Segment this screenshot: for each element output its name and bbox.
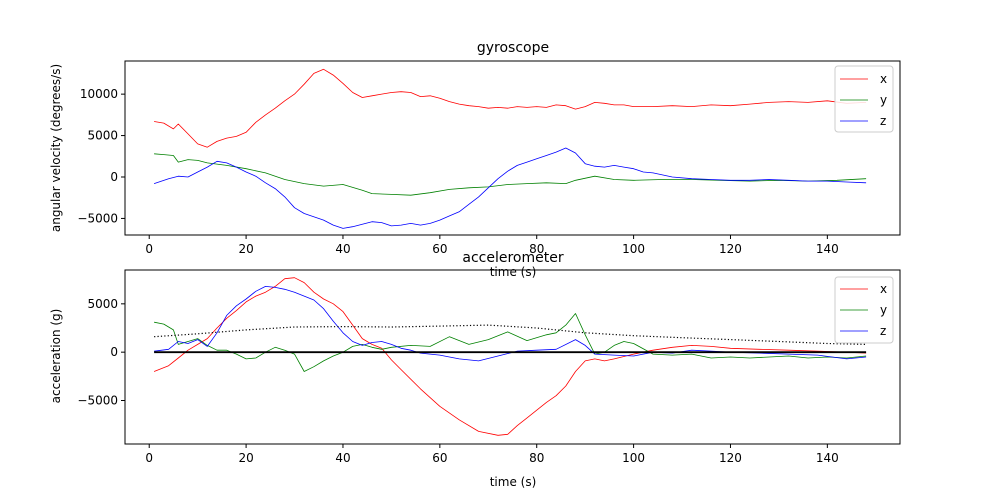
accelerometer-y-axis-label: acceleration (g) xyxy=(49,309,63,404)
gyroscope-plot: gyroscope angular velocity (degrees/s) t… xyxy=(49,40,901,279)
gyroscope-x-tick-label: 40 xyxy=(335,242,350,256)
gyroscope-y-tick-label: 5000 xyxy=(87,129,118,143)
gyroscope-title: gyroscope xyxy=(477,40,549,56)
accelerometer-legend: x y z xyxy=(834,276,894,344)
gyroscope-x-tick-label: 20 xyxy=(238,242,253,256)
gyroscope-x-tick-label: 80 xyxy=(529,242,544,256)
gyroscope-y-tick-label: 10000 xyxy=(80,87,118,101)
gyroscope-legend-box xyxy=(834,65,894,133)
accelerometer-legend-label-y: y xyxy=(880,303,887,317)
accelerometer-x-tick-label: 120 xyxy=(719,451,742,465)
accelerometer-y-tick-label: 5000 xyxy=(87,297,118,311)
accelerometer-plot: accelerometer acceleration (g) time (s) … xyxy=(49,250,901,489)
accelerometer-series-x-line xyxy=(153,277,867,436)
gyroscope-legend: x y z xyxy=(834,65,894,133)
accelerometer-y-tick-label: −5000 xyxy=(77,394,118,408)
accelerometer-x-tick-label: 140 xyxy=(816,451,839,465)
accelerometer-x-tick-label: 20 xyxy=(238,451,253,465)
gyroscope-series-z-line xyxy=(153,147,867,229)
gyroscope-x-tick-label: 60 xyxy=(432,242,447,256)
gyroscope-series-y-line xyxy=(154,153,867,196)
accelerometer-series-lines xyxy=(153,277,867,436)
accelerometer-x-tick-label: 60 xyxy=(432,451,447,465)
gyroscope-x-tick-label: 140 xyxy=(816,242,839,256)
gyroscope-x-tick-label: 0 xyxy=(145,242,153,256)
gyroscope-y-tick-label: −5000 xyxy=(77,211,118,225)
gyroscope-axis-ticks: 0 20 40 60 80 100 120 140 −5000 0 5000 10000 xyxy=(77,87,838,256)
accelerometer-x-axis-label: time (s) xyxy=(490,475,537,489)
accelerometer-x-tick-label: 40 xyxy=(335,451,350,465)
accelerometer-series-z-line xyxy=(154,286,867,362)
accelerometer-axis-ticks: 0 20 40 60 80 100 120 140 −5000 0 5000 xyxy=(77,297,838,465)
gyroscope-legend-label-y: y xyxy=(880,93,887,107)
gyroscope-legend-label-x: x xyxy=(880,72,887,86)
gyroscope-x-axis-label: time (s) xyxy=(490,265,537,279)
accelerometer-x-tick-label: 80 xyxy=(529,451,544,465)
accelerometer-x-tick-label: 100 xyxy=(622,451,645,465)
accelerometer-axes-frame xyxy=(124,269,901,445)
gyroscope-series-lines xyxy=(153,68,867,229)
gyroscope-axes-frame xyxy=(124,60,901,236)
gyroscope-y-tick-label: 0 xyxy=(110,170,118,184)
accelerometer-series-dotted-3-line xyxy=(154,324,867,345)
accelerometer-x-tick-label: 0 xyxy=(145,451,153,465)
gyroscope-series-x-line xyxy=(154,68,867,148)
gyroscope-x-tick-label: 100 xyxy=(622,242,645,256)
accelerometer-y-tick-label: 0 xyxy=(110,345,118,359)
gyroscope-legend-label-z: z xyxy=(880,114,886,128)
accelerometer-legend-label-z: z xyxy=(880,324,886,338)
accelerometer-legend-label-x: x xyxy=(880,282,887,296)
accelerometer-series-y-line xyxy=(154,313,867,372)
gyroscope-x-tick-label: 120 xyxy=(719,242,742,256)
gyroscope-y-axis-label: angular velocity (degrees/s) xyxy=(49,64,63,232)
accelerometer-title: accelerometer xyxy=(462,250,563,266)
